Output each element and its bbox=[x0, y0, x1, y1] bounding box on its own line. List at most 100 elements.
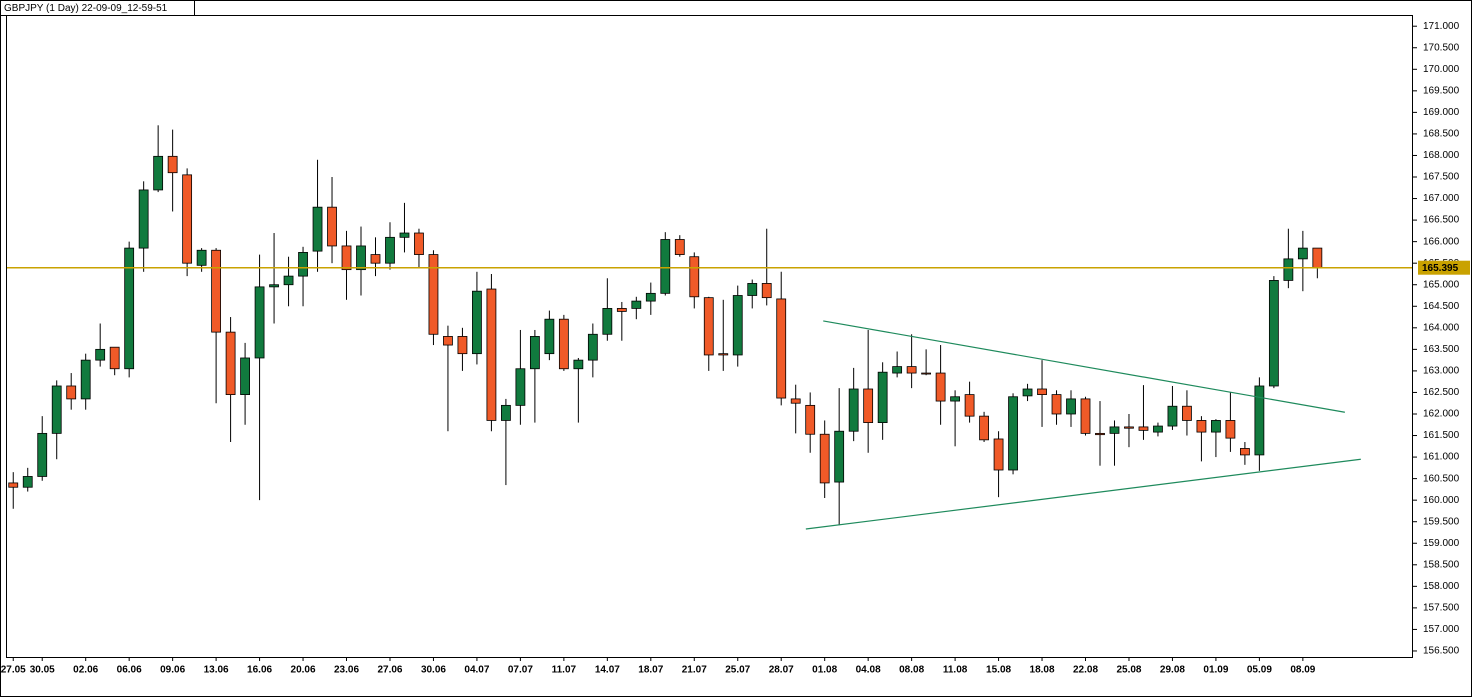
candle-body bbox=[660, 239, 671, 294]
x-tick-label: 01.09 bbox=[1203, 665, 1228, 676]
y-tick-label: 168.500 bbox=[1423, 129, 1460, 140]
candle-body bbox=[1167, 405, 1178, 427]
candle-body bbox=[1138, 426, 1149, 431]
y-tick-label: 171.000 bbox=[1423, 21, 1460, 32]
candle-body bbox=[631, 300, 642, 309]
candle-body bbox=[1095, 432, 1105, 436]
candle-body bbox=[501, 404, 511, 421]
x-tick-label: 02.06 bbox=[73, 665, 98, 676]
candle-body bbox=[1239, 448, 1250, 456]
candle-body bbox=[761, 283, 772, 299]
candle-body bbox=[22, 476, 33, 488]
candle-body bbox=[327, 206, 337, 247]
candle-body bbox=[66, 385, 77, 400]
y-tick-label: 156.500 bbox=[1423, 646, 1460, 657]
x-tick-label: 07.07 bbox=[508, 665, 533, 676]
candle-body bbox=[254, 286, 265, 359]
candle-body bbox=[95, 348, 106, 361]
x-tick-label: 01.08 bbox=[812, 665, 837, 676]
candle-body bbox=[225, 331, 236, 395]
x-tick-label: 06.06 bbox=[117, 665, 142, 676]
candle-body bbox=[1182, 405, 1192, 421]
y-tick-label: 170.000 bbox=[1423, 64, 1460, 75]
x-tick-label: 11.08 bbox=[943, 665, 968, 676]
candle-body bbox=[529, 336, 540, 370]
candle-body bbox=[703, 297, 714, 356]
x-tick-label: 28.07 bbox=[769, 665, 794, 676]
candle-body bbox=[1312, 247, 1323, 269]
candle-body bbox=[1051, 394, 1062, 415]
candle-body bbox=[950, 396, 960, 402]
candle-body bbox=[298, 252, 308, 277]
x-tick-label: 21.07 bbox=[682, 665, 707, 676]
candle-body bbox=[1254, 385, 1265, 456]
y-tick-label: 169.000 bbox=[1423, 107, 1460, 118]
candle-body bbox=[283, 275, 294, 286]
candle-body bbox=[1211, 420, 1221, 433]
candle-body bbox=[616, 308, 627, 312]
y-tick-label: 162.500 bbox=[1423, 387, 1460, 398]
x-tick-label: 09.06 bbox=[160, 665, 185, 676]
x-tick-label: 18.07 bbox=[638, 665, 663, 676]
x-tick-label: 08.08 bbox=[899, 665, 924, 676]
candle-body bbox=[805, 404, 816, 435]
title-box bbox=[0, 0, 195, 16]
candle-body bbox=[341, 245, 352, 271]
x-tick-label: 18.08 bbox=[1030, 665, 1055, 676]
candle-body bbox=[167, 155, 178, 174]
candle-body bbox=[1037, 388, 1047, 395]
trendline bbox=[805, 458, 1361, 530]
x-tick-label: 30.05 bbox=[30, 665, 55, 676]
candle-body bbox=[718, 353, 729, 356]
y-tick-label: 165.000 bbox=[1423, 279, 1460, 290]
y-tick-label: 162.000 bbox=[1423, 409, 1460, 420]
candle-body bbox=[312, 206, 323, 252]
candle-body bbox=[356, 245, 366, 271]
candle-body bbox=[645, 292, 656, 302]
candle-body bbox=[587, 333, 598, 361]
candle-body bbox=[51, 385, 62, 434]
x-tick-label: 20.06 bbox=[291, 665, 316, 676]
candle-body bbox=[935, 372, 946, 402]
x-tick-label: 11.07 bbox=[552, 665, 577, 676]
candle-body bbox=[558, 318, 569, 370]
candle-body bbox=[1080, 398, 1091, 434]
x-tick-label: 14.07 bbox=[595, 665, 620, 676]
candle-body bbox=[848, 388, 859, 432]
x-tick-label: 04.08 bbox=[856, 665, 881, 676]
candle-body bbox=[486, 288, 497, 421]
candle-body bbox=[443, 336, 453, 346]
candle-body bbox=[892, 366, 903, 374]
y-tick-label: 157.500 bbox=[1423, 603, 1460, 614]
candle-body bbox=[1124, 426, 1134, 429]
candle-body bbox=[747, 283, 758, 296]
candle-body bbox=[834, 430, 845, 483]
y-tick-label: 164.500 bbox=[1423, 301, 1460, 312]
candle-body bbox=[80, 359, 91, 400]
candle-body bbox=[979, 415, 989, 441]
y-tick-label: 166.000 bbox=[1423, 236, 1460, 247]
x-tick-label: 15.08 bbox=[986, 665, 1011, 676]
candle-body bbox=[109, 346, 120, 370]
candle-body bbox=[732, 295, 743, 356]
x-tick-label: 16.06 bbox=[247, 665, 272, 676]
candle-body bbox=[573, 359, 584, 370]
candle-body bbox=[515, 368, 526, 406]
y-tick-label: 167.000 bbox=[1423, 193, 1460, 204]
candle-body bbox=[414, 232, 424, 255]
candle-body bbox=[8, 482, 19, 488]
price-label: 165.395 bbox=[1422, 263, 1459, 274]
candle-body bbox=[472, 290, 482, 355]
y-tick-label: 157.000 bbox=[1423, 624, 1460, 635]
y-tick-label: 158.000 bbox=[1423, 581, 1460, 592]
y-tick-label: 158.500 bbox=[1423, 559, 1460, 570]
x-tick-label: 27.06 bbox=[377, 665, 402, 676]
candle-body bbox=[1153, 425, 1163, 433]
candle-body bbox=[1022, 388, 1033, 397]
y-tick-label: 159.500 bbox=[1423, 516, 1460, 527]
candle-body bbox=[196, 249, 207, 266]
candle-body bbox=[428, 254, 439, 335]
candle-body bbox=[211, 249, 222, 333]
candle-body bbox=[124, 247, 135, 370]
y-tick-label: 161.000 bbox=[1423, 452, 1460, 463]
